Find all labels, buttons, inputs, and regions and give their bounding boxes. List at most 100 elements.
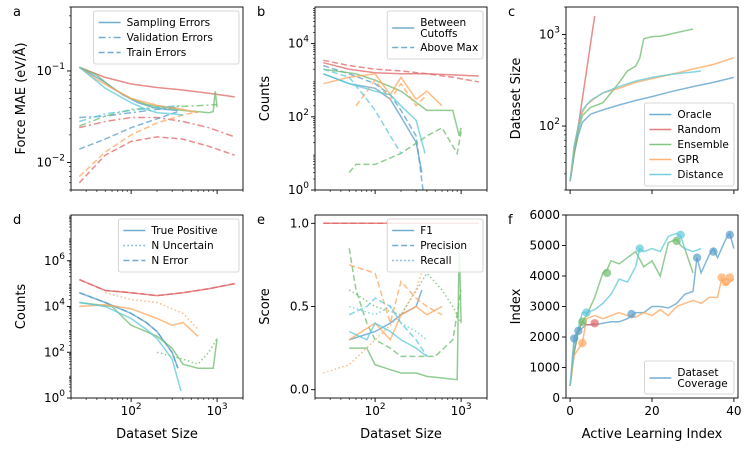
series-line-a-1 — [79, 116, 235, 138]
legend: True Positive N Uncertain N Error — [118, 218, 240, 273]
series-group — [569, 230, 735, 386]
series-line-e-11 — [348, 305, 428, 341]
series-line-f-3 — [569, 277, 735, 386]
legend-entry-label: Recall — [420, 255, 451, 267]
panel-e: 0.0 0.5 1.0 102 103 e Score Dataset Size F1 Preci… — [257, 213, 488, 442]
x-tick-label: 0 — [566, 404, 574, 418]
y-axis-label: Force MAE (eV/Å) — [13, 42, 29, 154]
panel-a: 10−2 10−1 a Force MAE (eV/Å) Sampling Errors… — [13, 5, 244, 194]
marker-point-3-3 — [725, 273, 735, 282]
series-line-a-8 — [78, 66, 199, 114]
y-tick-label: 5000 — [529, 239, 560, 253]
legend-entry-label: Oracle — [677, 109, 711, 121]
marker-point-2-1 — [602, 268, 612, 278]
y-tick-label: 2000 — [529, 330, 560, 344]
series-line-c-2 — [569, 28, 694, 182]
legend-entry-label: Precision — [420, 240, 467, 252]
legend-entry-label: Ensemble — [677, 139, 729, 151]
y-tick-label: 104 — [44, 298, 65, 314]
marker-point-0-2 — [627, 309, 636, 319]
series-line-b-0 — [323, 61, 479, 77]
series-group — [323, 59, 479, 190]
y-tick-label: 10−2 — [36, 153, 65, 169]
marker-point-4-2 — [676, 230, 685, 240]
y-tick-label: 100 — [44, 389, 65, 405]
marker-point-0-1 — [574, 326, 583, 336]
series-line-a-10 — [78, 66, 183, 116]
series-line-b-7 — [355, 78, 428, 107]
marker-point-0-5 — [725, 230, 735, 240]
legend-box — [118, 218, 240, 273]
y-tick-label: 4000 — [529, 269, 560, 283]
legend-entry-label: Sampling Errors — [127, 17, 211, 29]
y-tick-label: 100 — [288, 181, 309, 197]
y-axis-label: Score — [258, 288, 273, 324]
y-tick-label: 102 — [539, 117, 560, 133]
legend-entry-label: F1 — [420, 225, 433, 237]
panel-letter: a — [13, 5, 21, 20]
panel-b: 100 102 104 b Counts Between Cutoffs Above Max — [257, 5, 488, 197]
marker-point-3-0 — [578, 338, 587, 348]
legend: Between Cutoffs Above Max — [386, 10, 484, 60]
series-line-b-2 — [323, 73, 423, 173]
x-tick-label: 103 — [451, 402, 472, 418]
series-line-d-6 — [79, 303, 199, 337]
marker-point-0-0 — [569, 334, 579, 343]
legend-entry-label: Between Cutoffs — [420, 17, 466, 40]
y-axis-label: Counts — [14, 284, 29, 330]
y-tick-label: 102 — [44, 343, 65, 359]
series-line-b-5 — [348, 126, 462, 173]
y-tick-label: 103 — [539, 26, 560, 42]
series-line-d-3 — [79, 291, 179, 369]
panel-letter: e — [257, 213, 265, 228]
x-tick-label: 103 — [207, 402, 228, 418]
panel-c: 102 103 c Dataset Size Oracle Random Ensemble G… — [508, 5, 739, 194]
series-line-a-9 — [78, 110, 199, 178]
legend-entry-label: N Uncertain — [151, 240, 213, 252]
series-line-e-5 — [348, 271, 462, 324]
panel-letter: c — [508, 5, 515, 20]
y-tick-label: 6000 — [529, 208, 560, 222]
series-group — [78, 66, 235, 184]
y-axis-label: Index — [509, 288, 524, 324]
series-line-d-1 — [79, 278, 235, 297]
series-line-b-9 — [323, 68, 402, 154]
legend: Dataset Coverage — [644, 360, 735, 395]
y-axis-label: Counts — [258, 76, 273, 122]
panel-letter: b — [257, 5, 265, 20]
series-line-a-2 — [78, 136, 235, 184]
series-group — [79, 278, 235, 392]
marker-point-0-3 — [692, 253, 702, 262]
panel-letter: f — [508, 213, 513, 228]
series-line-b-6 — [323, 72, 443, 107]
y-axis-label: Dataset Size — [509, 58, 524, 140]
series-line-e-4 — [348, 248, 462, 358]
marker-point-4-1 — [635, 244, 644, 253]
legend-entry-label: N Error — [151, 255, 188, 267]
series-line-a-11 — [79, 104, 183, 123]
y-tick-label: 0.0 — [290, 383, 309, 397]
x-tick-label: 40 — [726, 404, 741, 418]
legend: Oracle Random Ensemble GPR Distance — [644, 102, 735, 187]
x-tick-label: 20 — [644, 404, 659, 418]
marker-point-2-0 — [578, 317, 587, 326]
panel-letter: d — [13, 213, 21, 228]
y-tick-label: 104 — [288, 35, 309, 51]
marker-point-0-4 — [709, 247, 718, 256]
legend: F1 Precision Recall — [386, 218, 484, 273]
series-line-d-8 — [79, 301, 182, 392]
marker-point-2-2 — [672, 236, 681, 246]
legend-box — [386, 218, 484, 273]
y-tick-label: 3000 — [529, 300, 560, 314]
y-tick-label: 106 — [44, 252, 65, 268]
panel-f: 0 1000 2000 3000 4000 5000 6000 0 20 40 f Index Acti… — [508, 208, 742, 442]
legend-entry-label: Train Errors — [126, 47, 187, 59]
legend-entry-label: Dataset Coverage — [677, 367, 727, 390]
legend-box — [644, 360, 735, 395]
series-line-d-4 — [79, 301, 218, 369]
series-line-e-9 — [348, 322, 428, 357]
legend-box — [93, 10, 240, 65]
y-tick-label: 102 — [288, 108, 309, 124]
panel-d: 100 102 104 106 102 103 d Counts Dataset Size Tru… — [13, 213, 244, 442]
